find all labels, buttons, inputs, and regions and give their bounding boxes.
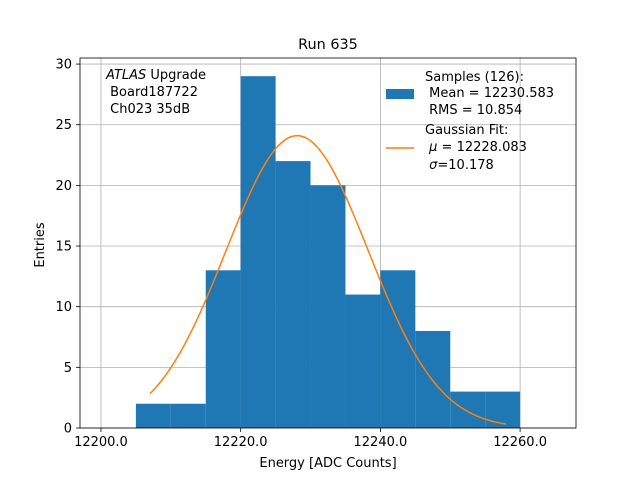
annotation-line-1: ATLAS Upgrade	[105, 68, 206, 83]
x-tick-label: 12200.0	[74, 435, 128, 450]
legend-sigma-value: =10.178	[437, 158, 493, 173]
legend: Samples (126): Mean = 12230.583 RMS = 10…	[386, 70, 554, 173]
legend-mu-value: = 12228.083	[437, 140, 526, 155]
histogram-bar	[380, 270, 416, 428]
legend-fit-sigma: σ=10.178	[425, 158, 494, 173]
histogram-bar	[205, 270, 241, 428]
histogram-bar	[240, 76, 276, 429]
y-tick-label: 0	[64, 422, 72, 437]
axes-frame	[79, 57, 577, 429]
annotation-atlas: ATLAS	[105, 68, 146, 83]
legend-sigma-symbol: σ	[429, 158, 438, 173]
x-tick-label: 12260.0	[493, 435, 547, 450]
histogram-bar	[345, 294, 381, 428]
legend-samples-line-1: Samples (126):	[425, 70, 524, 85]
y-tick-label: 15	[55, 240, 72, 255]
legend-fit-line-1: Gaussian Fit:	[425, 123, 508, 138]
legend-mu-symbol: μ	[428, 140, 437, 155]
gaussian-fit-curve	[149, 134, 507, 425]
y-tick-label: 30	[55, 58, 72, 73]
y-axis-label: Entries	[33, 222, 48, 268]
annotation-line-2: Board187722	[106, 85, 198, 100]
annotation-upgrade: Upgrade	[146, 68, 206, 83]
histogram-bar	[135, 403, 171, 428]
histogram-bar	[170, 403, 206, 428]
x-tick-label: 12240.0	[354, 435, 408, 450]
y-tick-label: 25	[55, 118, 72, 133]
histogram-bar	[450, 391, 486, 428]
histogram-bar	[310, 185, 346, 428]
y-tick-label: 10	[55, 300, 72, 315]
y-axis-ticks: 0 5 10 15 20 25 30	[55, 58, 80, 437]
x-axis-ticks: 12200.0 12220.0 12240.0 12260.0	[74, 428, 547, 450]
legend-samples-mean: Mean = 12230.583	[425, 86, 554, 101]
atlas-annotation: ATLAS Upgrade Board187722 Ch023 35dB	[105, 68, 206, 117]
legend-samples-patch	[386, 89, 414, 99]
histogram-bar	[485, 391, 521, 428]
histogram-bars	[135, 76, 521, 429]
x-axis-label: Energy [ADC Counts]	[259, 456, 396, 471]
histogram-bar	[275, 161, 311, 429]
y-tick-label: 5	[64, 361, 72, 376]
legend-samples-rms: RMS = 10.854	[425, 103, 522, 118]
annotation-line-3: Ch023 35dB	[106, 102, 190, 117]
legend-fit-mu: μ = 12228.083	[425, 140, 527, 155]
x-tick-label: 12220.0	[214, 435, 268, 450]
y-tick-label: 20	[55, 179, 72, 194]
chart-title: Run 635	[298, 37, 358, 53]
